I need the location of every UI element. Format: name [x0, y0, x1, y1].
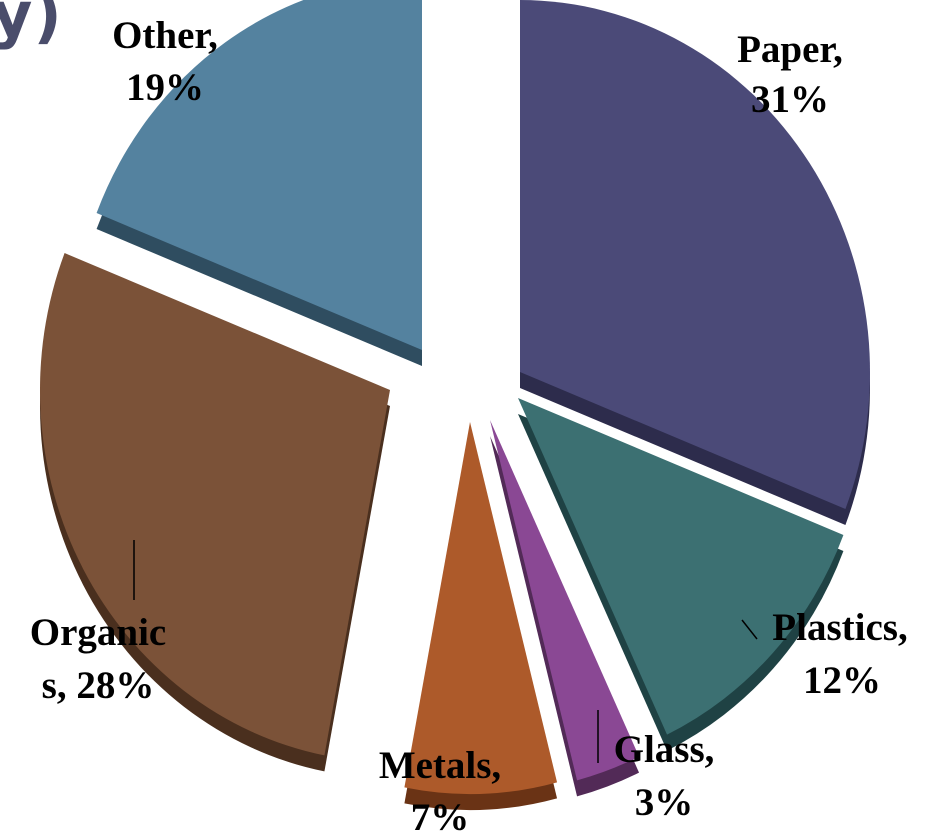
slice-tops — [39, 0, 870, 794]
slice-label-metals-line2: 7% — [411, 796, 470, 836]
slice-label-other-line2: 19% — [126, 66, 204, 109]
leader-line-plastics — [741, 619, 758, 640]
slice-label-paper-line1: Paper, — [737, 28, 843, 71]
slice-label-paper-line2: 31% — [751, 78, 829, 121]
slice-metals — [404, 422, 558, 794]
title-fragment: y) — [0, 0, 63, 51]
slice-label-glass-line2: 3% — [635, 781, 694, 824]
slice-other — [96, 0, 422, 350]
slice-label-organics-line1: Organic — [30, 611, 166, 654]
slice-label-metals-line1: Metals, — [379, 744, 501, 787]
slice-label-glass-line1: Glass, — [614, 728, 715, 771]
slice-organics — [39, 253, 390, 756]
slice-plastics — [518, 398, 844, 735]
slice-labels: Paper, 31% Plastics, 12% Glass, 3% Metals, 7% Or… — [30, 14, 908, 836]
slice-label-other-line1: Other, — [112, 14, 218, 57]
slice-paper — [520, 0, 870, 509]
leader-lines — [133, 540, 758, 763]
slice-glass — [490, 420, 640, 781]
slice-label-organics-line2: s, 28% — [42, 664, 155, 707]
slice-label-plastics-line2: 12% — [803, 659, 881, 702]
slice-label-plastics-line1: Plastics, — [772, 606, 907, 649]
